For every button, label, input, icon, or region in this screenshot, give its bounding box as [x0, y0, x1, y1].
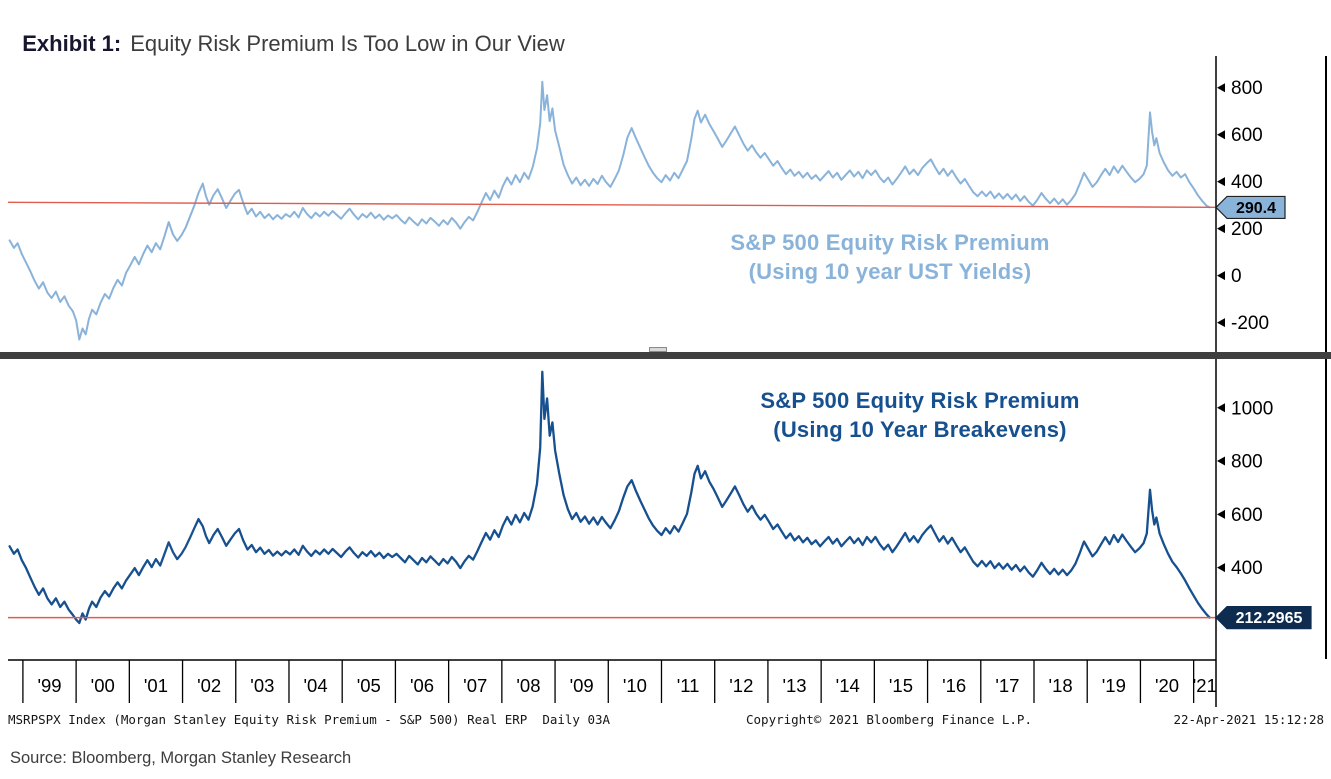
y-tick-label: 800 [1231, 452, 1263, 473]
y-tick-icon [1217, 403, 1225, 413]
y-tick-icon [1217, 177, 1225, 187]
y-tick-label: 1000 [1231, 398, 1273, 419]
x-tick-label: '12 [729, 675, 753, 696]
divider-grip-icon [649, 347, 667, 352]
erp-ust-red-line [7, 201, 1217, 208]
x-axis: '99 '00 '01 '02 '03 '04 '05 '06 '07 '08 '09 '10 '11 '… [8, 659, 1217, 707]
series-label-breakevens-line1: S&P 500 Equity Risk Premium [760, 388, 1080, 413]
x-tick-label: '18 [1049, 675, 1073, 696]
x-tick-label: '07 [463, 675, 487, 696]
x-tick-label: '21 [1193, 675, 1217, 696]
y-tick-label: 600 [1231, 125, 1263, 146]
timestamp: 22-Apr-2021 15:12:28 [1173, 712, 1324, 727]
x-tick-label: '02 [197, 675, 221, 696]
erp-breakevens-series-line [8, 370, 1211, 625]
exhibit-title: Exhibit 1: Equity Risk Premium Is Too Low… [10, 5, 565, 57]
y-tick-icon [1217, 509, 1225, 519]
series-label-ust: S&P 500 Equity Risk Premium (Using 10 ye… [640, 228, 1140, 286]
y-tick-icon [1217, 318, 1225, 328]
erp-chart: 800 600 400 200 0 -200 290.4 1000 800 600 400 212.… [0, 56, 1331, 707]
series-label-breakevens: S&P 500 Equity Risk Premium (Using 10 Ye… [670, 386, 1170, 444]
y-tick-label: -200 [1231, 313, 1269, 334]
y-tick-label: 600 [1231, 505, 1263, 526]
y-tick-label: 400 [1231, 172, 1263, 193]
y-tick-label: 0 [1231, 266, 1242, 287]
x-tick-label: '01 [144, 675, 168, 696]
x-tick-label: '11 [677, 675, 700, 696]
x-tick-label: '15 [889, 675, 913, 696]
x-tick-label: '09 [570, 675, 594, 696]
erp-breakevens-last-value-text: 212.2965 [1236, 610, 1303, 627]
exhibit-number: Exhibit 1: [22, 31, 122, 56]
bloomberg-status-bar: MSRPSPX Index (Morgan Stanley Equity Ris… [0, 712, 1331, 730]
x-tick-label: '04 [304, 675, 328, 696]
erp-breakevens-panel: 1000 800 600 400 212.2965 [8, 359, 1327, 659]
x-tick-label: '13 [782, 675, 806, 696]
erp-breakevens-last-value-badge [1215, 606, 1312, 630]
x-tick-label: '17 [995, 675, 1019, 696]
x-tick-label: '08 [516, 675, 540, 696]
series-label-ust-line2: (Using 10 year UST Yields) [748, 259, 1032, 284]
y-tick-label: 800 [1231, 78, 1263, 99]
y-tick-icon [1217, 224, 1225, 234]
copyright-notice: Copyright© 2021 Bloomberg Finance L.P. [746, 712, 1032, 727]
x-tick-label: '06 [410, 675, 434, 696]
x-tick-label: '16 [942, 675, 966, 696]
ticker-description: MSRPSPX Index (Morgan Stanley Equity Ris… [8, 712, 611, 727]
y-tick-icon [1217, 271, 1225, 281]
exhibit-title-text: Equity Risk Premium Is Too Low in Our Vi… [130, 31, 565, 56]
erp-ust-last-value-text: 290.4 [1236, 200, 1276, 217]
y-tick-icon [1217, 83, 1225, 93]
erp-ust-last-value-badge [1215, 195, 1286, 220]
x-tick-label: '99 [37, 675, 61, 696]
erp-ust-series-line [8, 80, 1211, 341]
series-label-breakevens-line2: (Using 10 Year Breakevens) [773, 417, 1067, 442]
x-tick-label: '14 [836, 675, 860, 696]
x-tick-label: '00 [91, 675, 115, 696]
panel-divider [0, 347, 1331, 359]
y-tick-icon [1217, 130, 1225, 140]
y-tick-icon [1217, 456, 1225, 466]
y-tick-icon [1217, 563, 1225, 573]
series-label-ust-line1: S&P 500 Equity Risk Premium [730, 230, 1050, 255]
x-tick-label: '20 [1155, 675, 1179, 696]
erp-ust-panel: 800 600 400 200 0 -200 290.4 [7, 56, 1327, 352]
x-tick-label: '05 [357, 675, 381, 696]
y-tick-label: 400 [1231, 558, 1263, 579]
y-tick-label: 200 [1231, 219, 1263, 240]
source-note: Source: Bloomberg, Morgan Stanley Resear… [10, 749, 352, 767]
x-tick-label: '03 [250, 675, 274, 696]
x-tick-label: '19 [1102, 675, 1126, 696]
x-tick-label: '10 [623, 675, 647, 696]
